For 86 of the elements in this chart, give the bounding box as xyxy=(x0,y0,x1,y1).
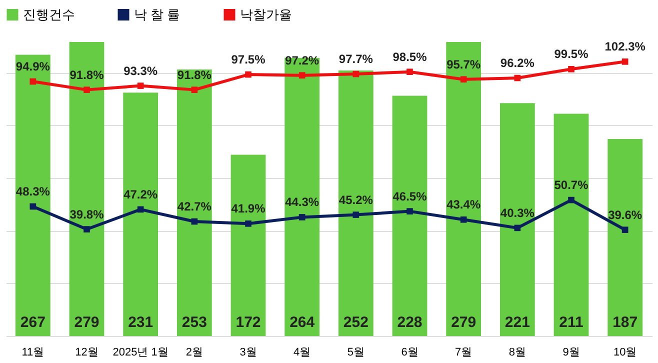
data-label: 97.7% xyxy=(338,52,374,66)
point xyxy=(622,226,628,233)
point xyxy=(298,72,306,78)
bar xyxy=(123,92,158,336)
data-label: 43.4% xyxy=(446,198,481,212)
legend-label: 낙찰가율 xyxy=(240,6,292,22)
point xyxy=(137,206,144,213)
data-label: 91.8% xyxy=(70,68,104,82)
bar xyxy=(176,69,212,336)
x-tick-label: 9월 xyxy=(562,346,580,358)
point xyxy=(352,212,360,218)
x-tick-label: 4월 xyxy=(294,346,311,358)
data-label: 279 xyxy=(451,314,476,331)
data-label: 94.9% xyxy=(16,59,50,74)
point xyxy=(30,78,36,85)
legend-label: 낙 찰 률 xyxy=(134,6,180,22)
point xyxy=(298,214,306,220)
data-label: 99.5% xyxy=(554,47,589,62)
x-tick-label: 5월 xyxy=(347,346,364,358)
data-label: 187 xyxy=(612,314,638,331)
data-label: 47.2% xyxy=(124,187,158,202)
point xyxy=(191,86,198,93)
bar xyxy=(69,42,104,336)
bar xyxy=(554,114,589,336)
point xyxy=(137,82,144,89)
bar xyxy=(608,138,643,336)
point xyxy=(514,74,521,82)
x-tick-label: 7월 xyxy=(455,346,472,358)
data-label: 228 xyxy=(397,314,422,331)
data-label: 231 xyxy=(128,314,154,331)
x-tick-label: 2월 xyxy=(186,346,203,358)
legend-label: 진행건수 xyxy=(23,6,75,22)
data-label: 264 xyxy=(290,314,316,331)
bar xyxy=(15,54,50,336)
bar xyxy=(284,58,320,336)
point xyxy=(245,71,252,78)
bar xyxy=(392,96,428,336)
bar xyxy=(446,42,482,336)
x-tick-label: 11월 xyxy=(22,346,44,358)
bar xyxy=(230,154,266,336)
bar xyxy=(338,70,374,336)
x-tick-label: 10월 xyxy=(613,346,637,358)
data-label: 93.3% xyxy=(124,64,158,78)
data-label: 42.7% xyxy=(177,199,212,214)
data-label: 39.8% xyxy=(70,207,104,222)
data-label: 211 xyxy=(559,314,584,331)
data-label: 50.7% xyxy=(554,178,589,192)
point xyxy=(406,208,413,214)
bar xyxy=(500,103,535,336)
point xyxy=(568,196,574,204)
point xyxy=(30,203,36,210)
data-label: 46.5% xyxy=(392,189,428,204)
data-label: 221 xyxy=(504,314,530,331)
point xyxy=(406,68,413,76)
data-label: 102.3% xyxy=(604,40,646,54)
data-label: 91.8% xyxy=(177,68,212,82)
point xyxy=(460,76,467,83)
point xyxy=(191,218,198,225)
data-label: 44.3% xyxy=(285,195,320,210)
data-label: 97.5% xyxy=(231,52,266,67)
x-tick-label: 8월 xyxy=(508,346,526,358)
data-label: 40.3% xyxy=(500,206,535,220)
point xyxy=(245,220,252,227)
data-label: 48.3% xyxy=(16,184,50,198)
point xyxy=(514,224,521,232)
data-label: 279 xyxy=(74,314,100,331)
x-tick-label: 6월 xyxy=(401,346,418,358)
x-tick-label: 2025년 1월 xyxy=(112,346,168,358)
data-label: 41.9% xyxy=(231,202,266,216)
data-label: 253 xyxy=(182,314,207,331)
point xyxy=(460,216,467,223)
data-label: 252 xyxy=(343,314,368,331)
x-tick-label: 12월 xyxy=(75,346,98,358)
x-tick-label: 3월 xyxy=(240,346,257,358)
data-label: 98.5% xyxy=(392,50,428,64)
data-label: 96.2% xyxy=(500,56,535,70)
data-label: 39.6% xyxy=(608,208,642,222)
point xyxy=(84,226,90,232)
point xyxy=(622,58,628,65)
point xyxy=(84,86,90,93)
point xyxy=(568,66,574,72)
data-label: 267 xyxy=(20,314,46,331)
data-label: 45.2% xyxy=(338,192,374,207)
point xyxy=(352,70,360,78)
data-label: 95.7% xyxy=(446,57,481,72)
data-label: 172 xyxy=(236,314,261,331)
